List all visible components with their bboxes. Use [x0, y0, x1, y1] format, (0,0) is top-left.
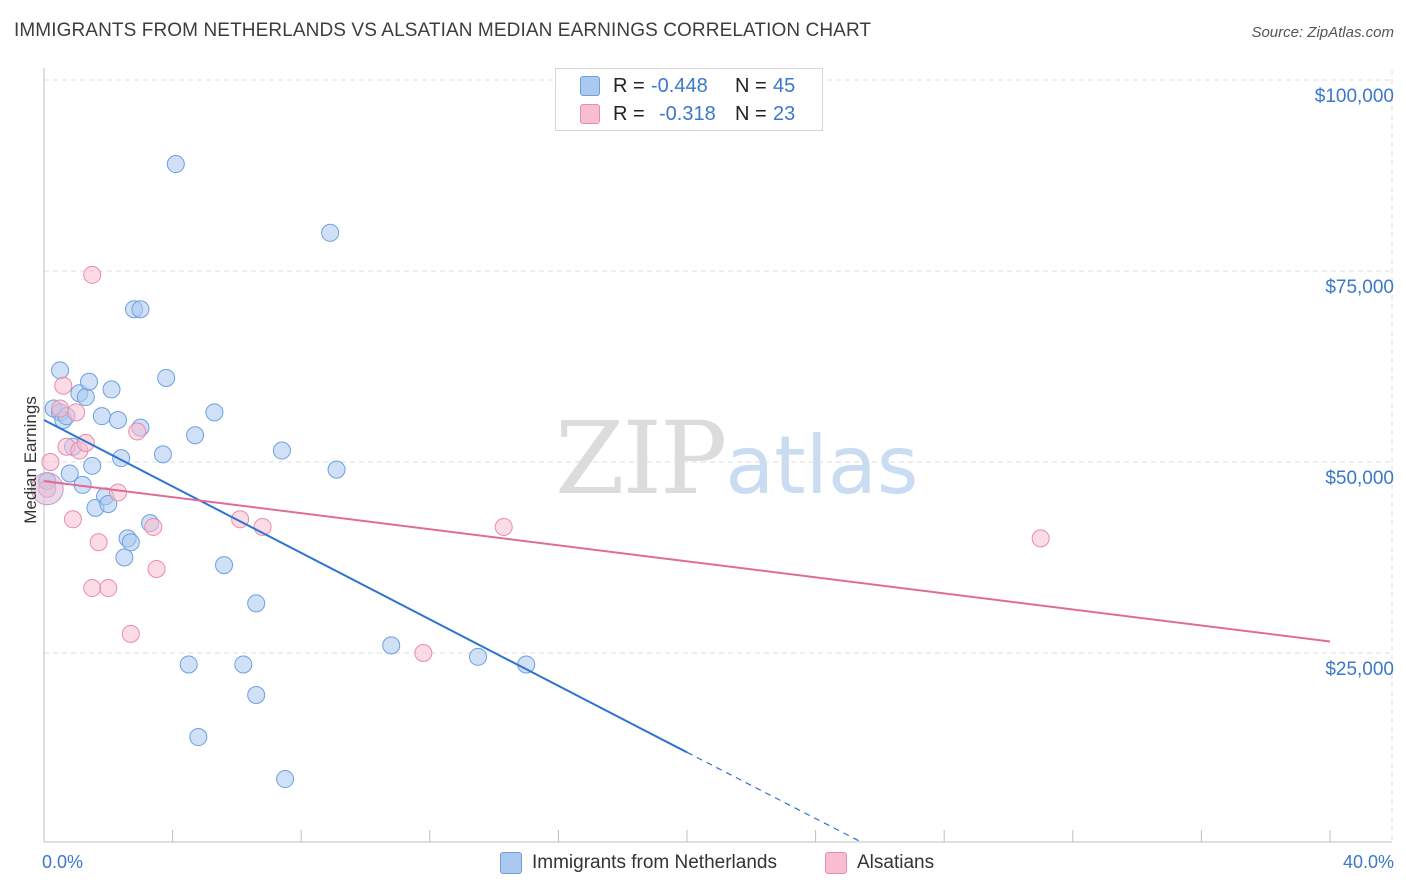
netherlands-point: [247, 594, 266, 613]
alsatians-point: [67, 403, 86, 422]
netherlands-point: [80, 372, 99, 391]
alsatians-legend-icon: [825, 852, 847, 874]
netherlands-trend-line: [43, 419, 688, 754]
alsatians-swatch-icon: [580, 104, 600, 124]
alsatians-point: [1031, 529, 1050, 548]
legend-item-alsatians: Alsatians: [825, 852, 934, 874]
netherlands-point: [234, 655, 253, 674]
alsatians-point: [494, 517, 513, 536]
y-tick-label-25000: $25,000: [1325, 659, 1394, 680]
x-tick-label-min: 0.0%: [42, 852, 84, 872]
netherlands-point: [153, 445, 172, 464]
stats-legend: R = -0.448 N = 45 R = -0.318 N = 23: [555, 68, 823, 131]
alsatians-point: [41, 453, 60, 471]
alsatians-point: [108, 483, 127, 502]
alsatians-point: [63, 510, 82, 529]
y-tick-label-100000: $100,000: [1314, 86, 1394, 107]
alsatians-point: [121, 624, 140, 643]
netherlands-legend-icon: [500, 852, 522, 874]
netherlands-point: [382, 636, 401, 655]
alsatians-point: [83, 265, 102, 284]
alsatians-point: [83, 579, 102, 598]
r-value: -0.318: [659, 102, 716, 125]
netherlands-point: [60, 464, 79, 483]
alsatians-point: [99, 579, 118, 598]
watermark-atlas: atlas: [725, 419, 919, 512]
netherlands-point: [276, 770, 295, 789]
netherlands-swatch-icon: [580, 76, 600, 96]
alsatians-point: [144, 517, 163, 536]
netherlands-point: [131, 300, 150, 319]
r-label: R =: [613, 74, 645, 97]
watermark-zip: ZIP: [555, 400, 727, 517]
zipatlas-watermark: ZIPatlas: [555, 400, 919, 517]
alsatians-point: [54, 376, 73, 395]
n-value: 23: [773, 102, 796, 125]
netherlands-point: [186, 426, 205, 445]
netherlands-point: [205, 403, 224, 422]
r-value: -0.448: [651, 74, 708, 97]
netherlands-point: [112, 449, 131, 468]
alsatians-point: [51, 399, 70, 418]
netherlands-point: [321, 223, 340, 242]
netherlands-trend-extension: [686, 751, 862, 843]
n-label: N =: [735, 74, 767, 97]
n-value: 45: [773, 74, 796, 97]
alsatians-point: [147, 559, 166, 578]
legend-label-netherlands: Immigrants from Netherlands: [532, 852, 777, 873]
legend-row-alsatians: R = -0.318 N = 23: [580, 100, 795, 128]
netherlands-point: [121, 533, 140, 552]
netherlands-point: [215, 556, 234, 575]
source-label: Source: ZipAtlas.com: [1251, 24, 1394, 41]
r-label: R =: [613, 102, 645, 125]
netherlands-point: [99, 495, 118, 514]
netherlands-point: [517, 655, 536, 674]
netherlands-point: [157, 368, 176, 387]
netherlands-point: [166, 155, 185, 174]
netherlands-point: [83, 456, 102, 475]
netherlands-point: [189, 728, 208, 747]
netherlands-point: [76, 388, 95, 407]
netherlands-point: [102, 380, 121, 399]
netherlands-point: [51, 361, 70, 380]
y-axis-label: Median Earnings: [21, 396, 40, 524]
n-label: N =: [735, 102, 767, 125]
alsatians-point: [76, 433, 95, 452]
y-tick-label-75000: $75,000: [1325, 277, 1394, 298]
netherlands-point: [92, 407, 111, 426]
legend-label-alsatians: Alsatians: [857, 852, 935, 873]
overlap-cluster-point: [30, 472, 64, 506]
netherlands-point: [327, 460, 346, 479]
alsatians-point: [89, 533, 108, 552]
netherlands-point: [115, 548, 134, 567]
alsatians-point: [414, 644, 433, 662]
x-tick-label-max: 40.0%: [1342, 852, 1394, 872]
y-tick-label-50000: $50,000: [1325, 468, 1394, 489]
alsatians-trend-line: [43, 480, 1331, 643]
alsatians-point: [128, 422, 147, 441]
chart-title: IMMIGRANTS FROM NETHERLANDS VS ALSATIAN …: [14, 20, 872, 41]
netherlands-point: [108, 410, 127, 429]
legend-item-netherlands: Immigrants from Netherlands: [500, 852, 777, 874]
netherlands-point: [179, 655, 198, 674]
legend-row-netherlands: R = -0.448 N = 45: [580, 72, 795, 100]
netherlands-point: [272, 441, 291, 460]
netherlands-point: [469, 647, 488, 666]
netherlands-point: [247, 686, 266, 705]
